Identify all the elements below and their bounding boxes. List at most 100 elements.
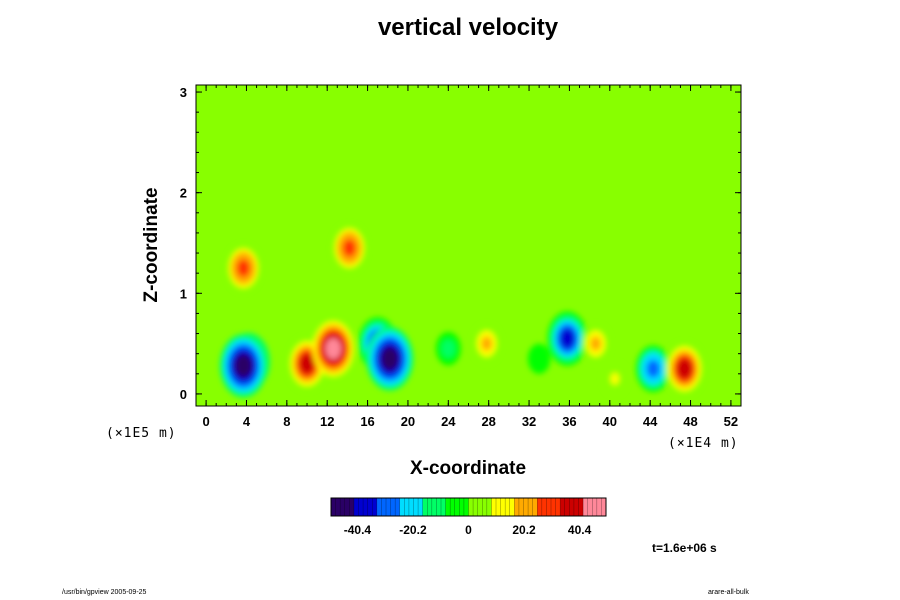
colorbar-segment [358,498,364,516]
colorbar-segment [592,498,598,516]
colorbar-segment [331,498,336,516]
x-tick-label: 12 [320,414,334,429]
heatmap-cell [342,239,356,257]
colorbar-segment [349,498,355,516]
colorbar-segment [353,498,359,516]
heatmap-features [219,224,705,398]
colorbar-segment [601,498,607,516]
heatmap-cell [481,336,492,351]
colorbar-segment [459,498,465,516]
x-tick-label: 16 [360,414,374,429]
x-tick-label: 36 [562,414,576,429]
colorbar-segment [399,498,405,516]
heatmap-cell [677,358,692,379]
heatmap-cell [234,353,253,378]
colorbar-segment [482,498,488,516]
colorbar-segment [477,498,483,516]
colorbar-segment [463,498,469,516]
y-tick-label: 3 [180,85,187,100]
colorbar-segment [408,498,414,516]
footer-left: /usr/bin/gpview 2005-09-25 [62,589,147,596]
colorbar-segment [386,498,391,516]
colorbar-segment [523,498,529,516]
x-tick-label: 8 [283,414,290,429]
chart-title: vertical velocity [377,14,559,41]
colorbar-tick-label: 0 [465,523,472,537]
colorbar-segment [363,498,369,516]
colorbar-segment [441,498,446,516]
colorbar-segment [505,498,511,516]
heatmap-cell [325,338,342,360]
x-tick-label: 28 [481,414,495,429]
colorbar-segment [596,498,602,516]
x-axis-label: X-coordinate [409,458,527,479]
colorbar-segment [518,498,524,516]
colorbar-frame [330,497,607,517]
colorbar-segment [537,498,543,516]
colorbar-segment [560,498,566,516]
x-unit-label: (×1E4 m) [668,436,739,451]
colorbar-segment [413,498,419,516]
colorbar-segment [532,498,538,516]
colorbar-segment [555,498,561,516]
colorbar-segment [551,498,556,516]
colorbar-tick-label: 20.2 [512,523,536,537]
colorbar-segment [473,498,479,516]
x-tick-label: 0 [202,414,209,429]
colorbar-tick-label: -20.2 [399,523,427,537]
x-tick-label: 32 [522,414,536,429]
heatmap-cell [443,342,453,355]
x-tick-label: 40 [603,414,617,429]
x-tick-label: 20 [401,414,415,429]
colorbar-segment [344,498,350,516]
colorbar-segment [335,498,341,516]
footer-right: arare-all-bulk [708,589,749,596]
colorbar-segment [436,498,442,516]
colorbar-segment [546,498,552,516]
colorbar-segment [564,498,570,516]
colorbar-segment [431,498,437,516]
colorbar-segment [390,498,396,516]
colorbar-segment [418,498,424,516]
colorbar-segment [541,498,547,516]
colorbar-segment [376,498,382,516]
heatmap-field [196,85,741,406]
x-tick-label: 44 [643,414,658,429]
colorbar-segment [587,498,593,516]
time-annotation: t=1.6e+06 s [652,541,717,555]
colorbar-segment [578,498,584,516]
colorbar-segment [422,498,428,516]
colorbar-segment [372,498,378,516]
heatmap-cell [534,353,544,365]
colorbar-segment [450,498,456,516]
x-tick-label: 4 [243,414,251,429]
colorbar-segment [500,498,506,516]
y-tick-label: 0 [180,387,187,402]
colorbar-segment [427,498,433,516]
colorbar-segment [486,498,492,516]
colorbar-segment [573,498,579,516]
x-tick-label: 24 [441,414,456,429]
colorbar-segment [445,498,451,516]
colorbar-segment [468,498,474,516]
colorbar-segment [491,498,497,516]
y-tick-label: 1 [180,286,187,301]
heatmap-cell [236,259,250,277]
heatmap-cell [299,353,315,374]
colorbar-tick-label: 40.4 [568,523,592,537]
heatmap-cell [590,336,601,351]
colorbar-segment [367,498,373,516]
colorbar-segment [395,498,401,516]
colorbar-segment [340,498,346,516]
y-unit-label: (×1E5 m) [106,426,177,441]
y-tick-label: 2 [180,186,187,201]
colorbar-segment [514,498,520,516]
colorbar: -40.4 -20.2 0 20.2 40.4 [330,497,607,537]
heatmap-cell [646,359,660,378]
colorbar-segment [496,498,501,516]
colorbar-segment [569,498,575,516]
colorbar-segment [528,498,534,516]
heatmap-cell [610,372,620,385]
